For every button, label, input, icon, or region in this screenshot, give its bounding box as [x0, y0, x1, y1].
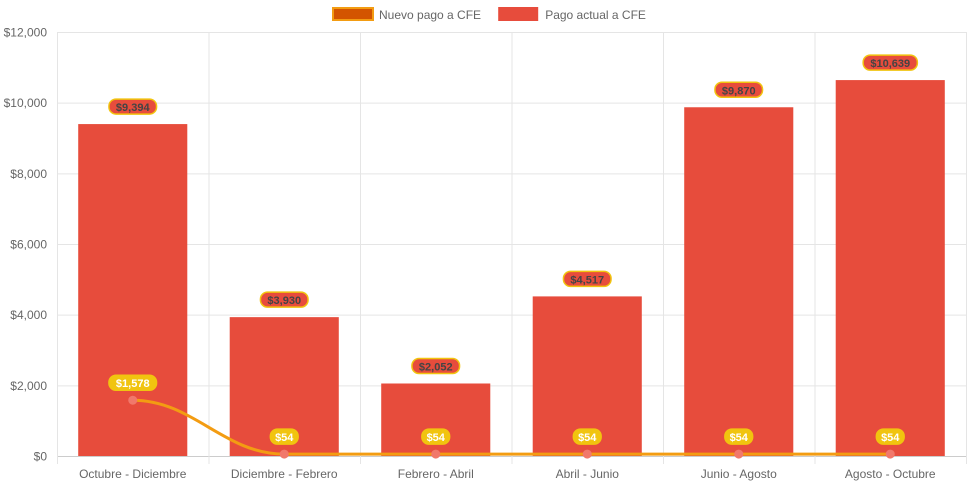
- x-tick-label: Junio - Agosto: [701, 467, 777, 481]
- bar-data-label: $2,052: [419, 361, 453, 373]
- bar[interactable]: [381, 383, 491, 456]
- line-point[interactable]: [431, 449, 441, 459]
- y-tick-label: $10,000: [4, 96, 48, 110]
- legend-label[interactable]: Nuevo pago a CFE: [379, 8, 481, 22]
- x-tick-label: Febrero - Abril: [398, 467, 474, 481]
- line-data-label: $54: [427, 432, 446, 444]
- x-tick-label: Abril - Junio: [556, 467, 620, 481]
- bar-data-label: $9,394: [116, 102, 151, 114]
- line-data-label-bg: [572, 428, 602, 445]
- x-tick-label: Diciembre - Febrero: [231, 467, 338, 481]
- line-point[interactable]: [582, 449, 592, 459]
- bar-data-label-bg: [259, 291, 309, 308]
- line-data-label-bg: [421, 428, 451, 445]
- legend-swatch[interactable]: [498, 7, 539, 21]
- line-data-label-bg: [269, 428, 299, 445]
- line-series: [132, 398, 891, 456]
- bar-data-label: $3,930: [267, 295, 301, 307]
- bar-data-label-bg: [108, 98, 158, 115]
- line-point[interactable]: [279, 449, 289, 459]
- bar-data-label-bg: [562, 270, 612, 288]
- legend-label[interactable]: Pago actual a CFE: [545, 8, 646, 22]
- x-tick-label: Agosto - Octubre: [845, 467, 936, 481]
- bar-data-label-bg: [411, 357, 461, 375]
- bar-data-label-bg: [862, 54, 919, 71]
- line-point[interactable]: [128, 395, 138, 405]
- y-tick-label: $8,000: [10, 167, 47, 181]
- bar-data-label: $4,517: [570, 274, 604, 286]
- bar[interactable]: [684, 107, 794, 456]
- line-data-label: $54: [881, 432, 900, 444]
- bar-data-label: $10,639: [870, 58, 910, 70]
- x-tick-label: Octubre - Diciembre: [79, 467, 187, 481]
- bar[interactable]: [835, 80, 945, 456]
- line-data-label-bg: [875, 428, 905, 445]
- bar-data-label: $9,870: [722, 85, 756, 97]
- line-data-label-bg: [724, 428, 754, 445]
- line-data-label-bg: [108, 374, 158, 391]
- line-point[interactable]: [734, 449, 744, 459]
- bar-data-label-bg: [714, 81, 764, 99]
- line-data-label: $54: [275, 432, 294, 444]
- line-point[interactable]: [885, 449, 895, 459]
- y-tick-label: $4,000: [10, 308, 47, 322]
- legend-swatch[interactable]: [332, 7, 374, 21]
- y-tick-label: $12,000: [4, 26, 48, 40]
- y-tick-label: $2,000: [10, 379, 47, 393]
- line-data-label: $54: [578, 432, 597, 444]
- line-data-label: $54: [730, 432, 749, 444]
- y-tick-label: $6,000: [10, 238, 47, 252]
- y-tick-label: $0: [34, 450, 48, 464]
- line-data-label: $1,578: [116, 378, 150, 390]
